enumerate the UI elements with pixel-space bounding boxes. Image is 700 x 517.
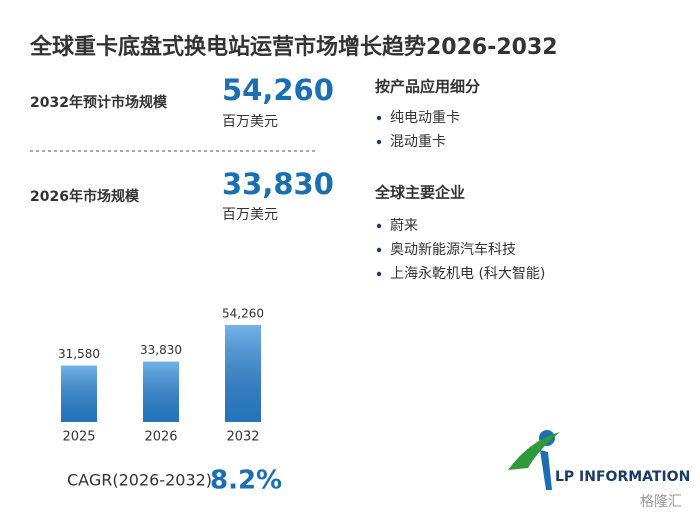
logo-icon xyxy=(508,430,560,490)
list-item: 上海永乾机电 (科大智能) xyxy=(390,266,545,282)
stat-label: 2032年预计市场规模 xyxy=(30,94,168,111)
title: 全球重卡底盘式换电站运营市场增长趋势2026-2032 xyxy=(29,34,558,60)
stat-unit: 百万美元 xyxy=(222,207,278,223)
section-title: 按产品应用细分 xyxy=(375,78,480,96)
x-tick-label: 2032 xyxy=(226,430,259,445)
logo-text: LP INFORMATION xyxy=(555,469,690,485)
x-tick-label: 2026 xyxy=(144,430,177,445)
bar-shade xyxy=(143,361,179,422)
stat-value: 33,830 xyxy=(222,167,334,201)
watermark: 格隆汇 xyxy=(640,494,682,510)
stat-value: 54,260 xyxy=(222,73,334,107)
value-label: 31,580 xyxy=(58,347,100,361)
value-label: 54,260 xyxy=(222,307,264,321)
bullet xyxy=(376,223,382,229)
list-item: 纯电动重卡 xyxy=(390,110,460,126)
list-item: 蔚来 xyxy=(390,218,418,234)
stat-label: 2026年市场规模 xyxy=(30,188,140,205)
section-title: 全球主要企业 xyxy=(374,184,465,202)
bullet xyxy=(376,271,382,277)
cagr-label: CAGR(2026-2032) xyxy=(67,471,212,490)
list-item: 混动重卡 xyxy=(390,134,446,150)
stat-unit: 百万美元 xyxy=(222,114,278,130)
bullet xyxy=(376,139,382,145)
x-tick-label: 2025 xyxy=(62,430,95,445)
bullet xyxy=(376,115,382,121)
value-label: 33,830 xyxy=(140,343,182,357)
list-item: 奥动新能源汽车科技 xyxy=(390,241,516,258)
bar-shade xyxy=(61,365,97,422)
cagr-value: 8.2% xyxy=(210,466,282,496)
bullet xyxy=(376,247,382,253)
bar-shade xyxy=(225,325,261,422)
